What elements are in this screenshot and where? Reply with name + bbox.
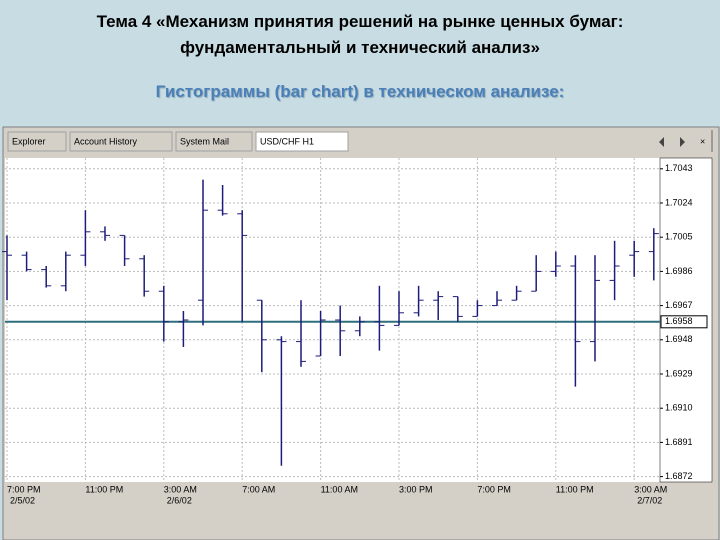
y-tick-label: 1.6891 xyxy=(665,437,693,447)
y-tick-label: 1.6948 xyxy=(665,334,693,344)
close-button[interactable]: × xyxy=(700,136,705,146)
current-price-label: 1.6958 xyxy=(665,316,693,326)
y-tick-label: 1.7005 xyxy=(665,232,693,242)
subtitle: Гистограммы (bar chart) в техническом ан… xyxy=(155,82,565,101)
y-tick-label: 1.6986 xyxy=(665,266,693,276)
x-tick-label: 3:00 PM xyxy=(399,484,433,494)
tab-label[interactable]: System Mail xyxy=(180,136,229,146)
tab-label[interactable]: Explorer xyxy=(12,136,46,146)
title-line: фундаментальный и технический анализ» xyxy=(180,38,540,57)
x-tick-label: 3:00 AM xyxy=(164,484,197,494)
y-tick-label: 1.6910 xyxy=(665,403,693,413)
x-tick-label: 7:00 AM xyxy=(242,484,275,494)
x-tick-label: 3:00 AM xyxy=(634,484,667,494)
y-tick-label: 1.6929 xyxy=(665,368,693,378)
y-tick-label: 1.7024 xyxy=(665,197,693,207)
title-line: Тема 4 «Механизм принятия решений на рын… xyxy=(96,12,624,31)
tab[interactable] xyxy=(175,131,253,152)
y-tick-label: 1.6967 xyxy=(665,300,693,310)
x-date-label: 2/6/02 xyxy=(167,495,192,505)
current-price-box xyxy=(660,315,708,329)
x-date-label: 2/7/02 xyxy=(637,495,662,505)
x-tick-label: 11:00 PM xyxy=(85,484,123,494)
x-tick-label: 7:00 PM xyxy=(477,484,511,494)
y-tick-label: 1.7043 xyxy=(665,163,693,173)
tab-label[interactable]: USD/CHF H1 xyxy=(260,136,314,146)
x-date-label: 2/5/02 xyxy=(10,495,35,505)
y-tick-label: 1.6872 xyxy=(665,471,693,481)
plot-area xyxy=(5,158,660,482)
tab[interactable] xyxy=(7,131,67,152)
x-tick-label: 7:00 PM xyxy=(7,484,41,494)
x-tick-label: 11:00 PM xyxy=(556,484,594,494)
tab[interactable] xyxy=(255,131,349,152)
tab[interactable] xyxy=(69,131,173,152)
tab-label[interactable]: Account History xyxy=(74,136,138,146)
x-tick-label: 11:00 AM xyxy=(321,484,358,494)
